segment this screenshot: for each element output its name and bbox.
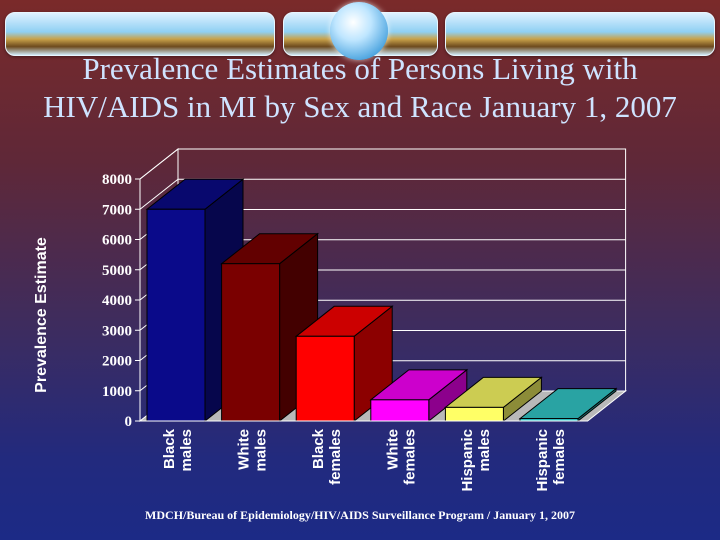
bar [444,406,504,422]
y-tick-label: 8000 [102,172,132,188]
header-banner-left [5,12,275,56]
y-gridline [139,178,626,210]
bar [221,263,281,422]
x-tick-label: White females [385,429,419,485]
x-tick-label: Hispanic males [459,429,493,492]
x-tick-label-line: Hispanic [534,429,551,492]
bar [370,399,430,422]
x-tick-label: Black males [161,428,195,471]
y-tick-label: 0 [125,414,133,430]
y-gridline [139,148,626,180]
x-tick-label-line: females [327,429,344,485]
x-tick-label-line: females [402,429,419,485]
x-tick-label: White males [235,429,269,472]
x-tick-label-line: Black [161,428,178,469]
slide-title-line-1: Prevalence Estimates of Persons Living w… [82,51,638,86]
x-tick-label-line: males [476,429,493,472]
x-tick-label-line: White [235,429,252,470]
x-tick-label-line: females [551,429,568,485]
x-tick-label: Black females [310,428,344,485]
y-tick-label: 4000 [102,293,132,309]
x-tick-label-line: males [178,429,195,472]
globe-logo [330,2,388,60]
slide-title-line-2: HIV/AIDS in MI by Sex and Race January 1… [43,89,677,124]
y-tick-label: 6000 [102,233,132,249]
header-banner-right [445,12,715,56]
y-tick-label: 1000 [102,384,132,400]
bar [295,335,355,422]
slide-title: Prevalence Estimates of Persons Living w… [0,50,720,126]
x-tick-label-line: Black [310,428,327,469]
x-tick-label-line: males [252,429,269,472]
bar [146,208,206,422]
y-tick-label: 5000 [102,263,132,279]
footer-source: MDCH/Bureau of Epidemiology/HIV/AIDS Sur… [145,508,575,522]
x-tick-label: Hispanic females [534,429,568,492]
y-tick-label: 3000 [102,323,132,339]
x-tick-label-line: White [385,429,402,470]
x-tick-label-line: Hispanic [459,429,476,492]
y-tick-label: 7000 [102,202,132,218]
y-tick-label: 2000 [102,354,132,370]
